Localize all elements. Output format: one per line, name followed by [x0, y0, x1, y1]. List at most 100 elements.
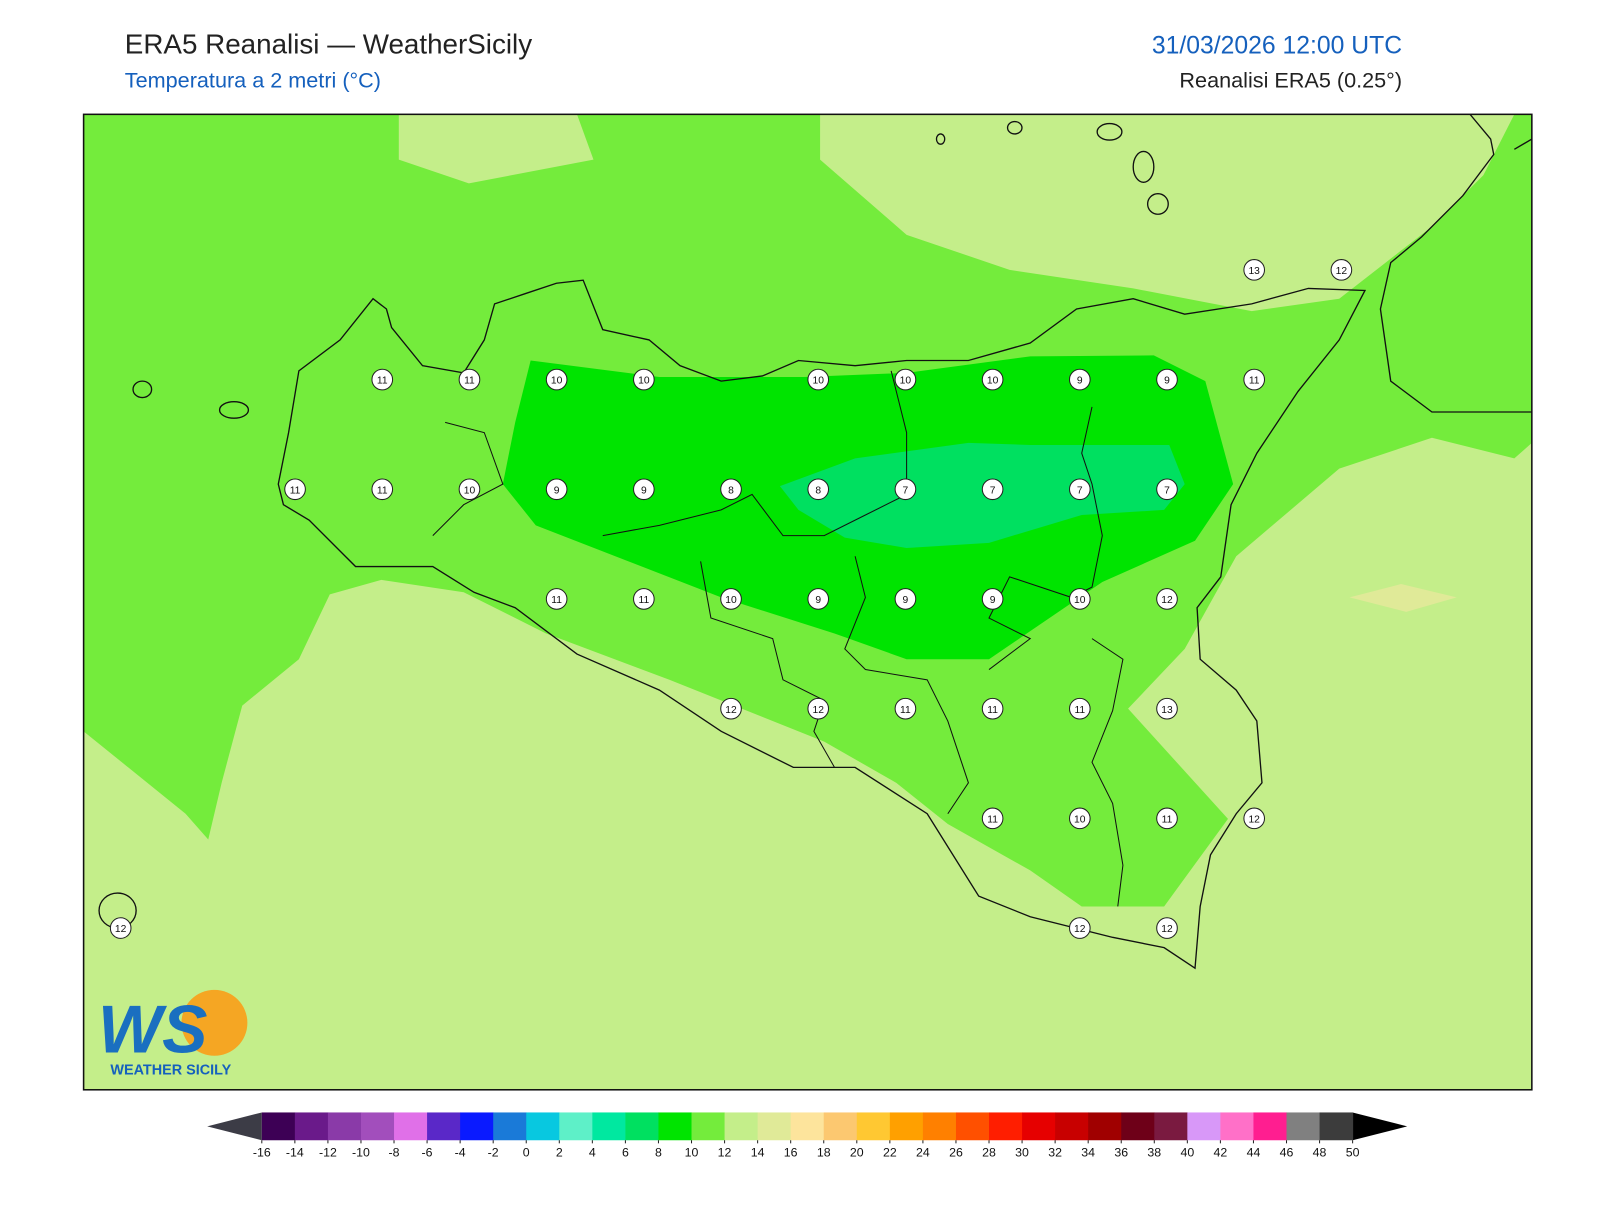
colorbar-tick-label: -16: [253, 1146, 271, 1160]
island: [935, 133, 946, 145]
station-value: 9: [903, 595, 909, 606]
contour-region: [1349, 584, 1457, 612]
station-marker: [633, 368, 655, 391]
colorbar-box: [1055, 1112, 1089, 1141]
station-value: 9: [641, 485, 647, 496]
colorbar-box: [922, 1112, 957, 1141]
station-marker: [981, 368, 1004, 391]
station-value: 12: [725, 705, 737, 716]
logo-sun: [181, 989, 248, 1056]
station-value: 11: [464, 376, 475, 387]
colorbar-tick-label: 34: [1081, 1146, 1095, 1160]
station-marker: [458, 478, 481, 501]
colorbar-tick-label: -14: [286, 1146, 304, 1160]
station-value: 13: [1248, 266, 1260, 277]
colorbar-tick-label: 0: [523, 1146, 530, 1160]
colorbar-box: [327, 1112, 362, 1141]
station-value: 11: [1074, 705, 1085, 716]
colorbar-box: [592, 1112, 626, 1141]
station-value: 7: [1164, 485, 1170, 496]
colorbar-over: [1352, 1112, 1408, 1141]
station-marker: [1068, 368, 1091, 391]
colorbar-box: [790, 1112, 825, 1141]
station-value: 8: [815, 485, 821, 496]
colorbar-box: [1088, 1112, 1122, 1141]
station-marker: [720, 697, 742, 720]
station-value: 13: [1161, 705, 1173, 716]
station-marker: [1068, 917, 1091, 939]
station-value: 11: [377, 376, 388, 387]
colorbar-tick-label: 26: [949, 1146, 963, 1160]
colorbar-box: [955, 1112, 990, 1141]
island: [1132, 150, 1155, 183]
island: [1096, 122, 1123, 141]
colorbar-tick-label: 10: [685, 1146, 699, 1160]
colorbar-tick-label: 48: [1313, 1146, 1327, 1160]
station-value: 9: [1164, 376, 1170, 387]
station-value: 11: [900, 705, 911, 716]
colorbar-box: [294, 1112, 329, 1141]
station-marker: [720, 478, 742, 501]
station-value: 11: [290, 485, 301, 496]
station-marker: [807, 368, 830, 391]
colorbar-tick-label: -4: [455, 1146, 466, 1160]
colorbar-box: [360, 1112, 395, 1141]
colorbar-tick-label: 8: [655, 1146, 662, 1160]
station-value: 8: [728, 485, 734, 496]
station-value: 12: [1074, 924, 1086, 935]
subtitle: Temperatura a 2 metri (°C): [125, 68, 381, 93]
station-value: 10: [464, 485, 476, 496]
calabria-coast: [1379, 114, 1532, 413]
station-value: 11: [987, 705, 998, 716]
colorbar-tick-label: 24: [916, 1146, 930, 1160]
station-marker: [981, 588, 1004, 610]
island: [132, 380, 153, 399]
station-value: 11: [1249, 376, 1260, 387]
station-marker: [1156, 697, 1178, 720]
station-marker: [109, 917, 132, 939]
colorbar-tick-label: -12: [319, 1146, 337, 1160]
station-value: 9: [990, 595, 996, 606]
colorbar-tick-label: -6: [422, 1146, 433, 1160]
station-marker: [720, 588, 742, 610]
contour-region: [779, 442, 1185, 548]
station-marker: [807, 478, 830, 501]
colorbar-tick-label: 28: [982, 1146, 996, 1160]
station-marker: [1156, 478, 1178, 501]
map: 13 12 11 11 10 10 10 10 10 9 9 11 11 11 10 9 9 8 8 7 7 7 7 11 11…: [83, 114, 1532, 1090]
station-value: 7: [903, 485, 909, 496]
colorbar-tick-label: 12: [718, 1146, 732, 1160]
station-marker: [894, 478, 917, 501]
colorbar-box: [1022, 1112, 1056, 1141]
colorbar-tick-label: 2: [556, 1146, 563, 1160]
colorbar-box: [261, 1112, 296, 1141]
station-marker: [545, 368, 568, 391]
station-value: 12: [115, 924, 127, 935]
colorbar-tick-label: 44: [1247, 1146, 1261, 1160]
colorbar-box: [823, 1112, 858, 1141]
station-marker: [1243, 368, 1266, 391]
colorbar-tick-label: -8: [389, 1146, 400, 1160]
station-value: 11: [987, 814, 998, 825]
station-marker: [981, 478, 1004, 501]
station-marker: [1156, 588, 1178, 610]
station-value: 11: [1162, 814, 1173, 825]
colorbar-tick-label: 30: [1015, 1146, 1029, 1160]
map-frame: [82, 113, 1533, 1091]
colorbar-box: [625, 1112, 659, 1141]
colorbar-box: [1220, 1112, 1254, 1141]
station-value: 10: [725, 595, 737, 606]
colorbar-box: [1319, 1112, 1354, 1141]
colorbar-box: [1286, 1112, 1321, 1141]
colorbar-box: [460, 1112, 494, 1141]
station-marker: [633, 588, 655, 610]
colorbar-tick-label: 6: [622, 1146, 629, 1160]
station-marker: [1068, 697, 1091, 720]
station-marker: [371, 478, 394, 501]
station-marker: [458, 368, 481, 391]
colorbar-tick-label: 4: [589, 1146, 596, 1160]
station-marker: [545, 588, 568, 610]
station-layer: 13 12 11 11 10 10 10 10 10 9 9 11 11 11 10 9 9 8 8 7 7 7 7 11 11…: [109, 259, 1353, 939]
colorbar-box: [559, 1112, 593, 1141]
colorbar-tick-label: 40: [1180, 1146, 1194, 1160]
